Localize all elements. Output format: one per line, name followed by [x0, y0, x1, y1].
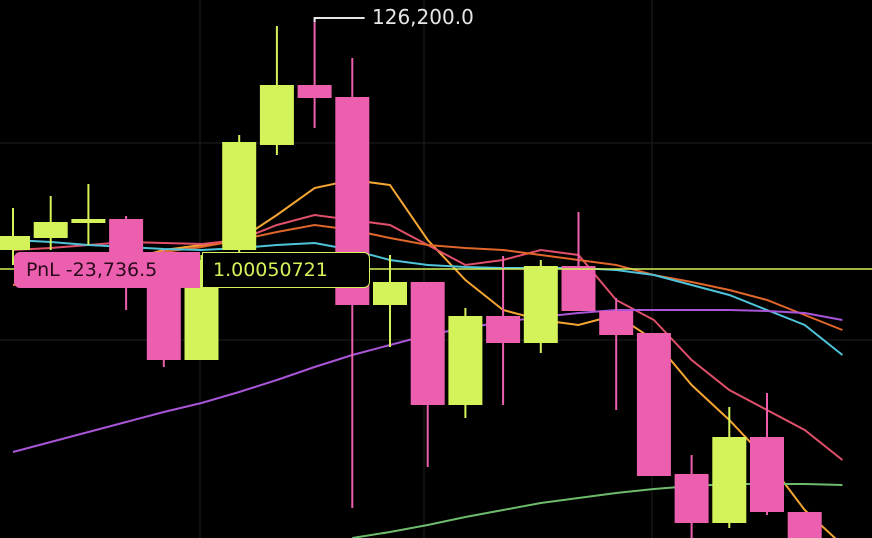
candle-body [674, 474, 709, 523]
candle-down [486, 256, 521, 405]
candle-down [750, 393, 784, 515]
candle-body [373, 282, 407, 305]
candle-body [712, 437, 747, 523]
price-line-value: 1.00050721 [202, 252, 370, 288]
high-marker-label: 126,200.0 [372, 5, 474, 29]
pnl-tag[interactable]: PnL -23,736.5 1.00050721 [14, 252, 370, 288]
candle-up [523, 260, 558, 353]
high-marker-line [313, 17, 365, 22]
candle-body [222, 142, 257, 250]
candle-down [297, 18, 332, 128]
candle-up [448, 308, 483, 418]
pnl-value: PnL -23,736.5 [14, 252, 200, 288]
candle-up [71, 184, 106, 245]
candle-up [0, 208, 30, 265]
candle-up [33, 196, 68, 250]
candle-up [222, 135, 257, 255]
candle-down [561, 212, 596, 311]
candle-down [787, 512, 822, 538]
candle-body [0, 236, 30, 250]
candle-body [523, 266, 558, 343]
candle-body [259, 85, 294, 145]
candle-body [750, 437, 784, 512]
candle-body [599, 311, 634, 335]
candle-body [561, 266, 596, 311]
candle-up [373, 255, 407, 347]
candle-body [486, 316, 521, 343]
candle-body [297, 85, 332, 98]
candle-body [410, 282, 445, 405]
candle-up [712, 407, 747, 528]
candle-body [71, 219, 106, 223]
candle-body [448, 316, 483, 405]
candle-down [674, 455, 709, 538]
moving-average-line [12, 239, 844, 356]
candle-down [599, 298, 634, 410]
candle-body [636, 333, 671, 476]
candle-down [636, 333, 671, 476]
candle-body [787, 512, 822, 538]
candle-down [410, 282, 445, 467]
candle-body [33, 222, 68, 238]
candle-up [259, 26, 294, 155]
